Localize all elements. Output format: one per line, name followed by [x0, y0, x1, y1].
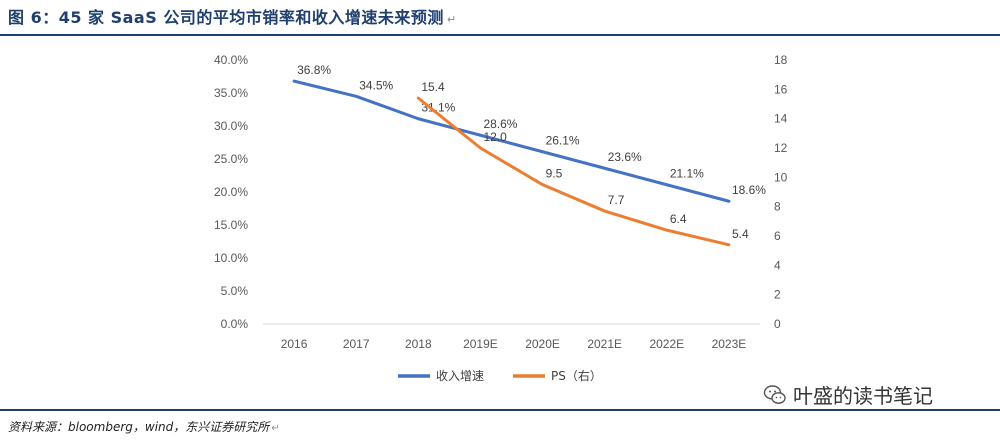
series-1-data-label: 18.6% [732, 183, 766, 197]
left-axis-tick-label: 40.0% [214, 53, 248, 67]
left-axis-tick-label: 10.0% [214, 251, 248, 265]
top-rule [0, 34, 1000, 36]
x-axis-tick-label: 2019E [463, 337, 498, 351]
left-axis-tick-label: 20.0% [214, 185, 248, 199]
series-1-point [603, 167, 606, 170]
series-2-data-label: 12.0 [483, 130, 507, 144]
source-paragraph-mark-icon: ↵ [271, 423, 280, 434]
series-1-data-label: 23.6% [608, 150, 642, 164]
series-1-data-label: 34.5% [359, 78, 393, 92]
legend-label-1: 收入增速 [436, 369, 484, 383]
series-1-data-label: 28.6% [483, 117, 517, 131]
series-1-point [479, 134, 482, 137]
right-axis-tick-label: 0 [774, 317, 781, 331]
series-1-point [293, 80, 296, 83]
x-axis-tick-label: 2021E [587, 337, 622, 351]
right-axis-tick-label: 10 [774, 170, 788, 184]
series-line-1 [292, 79, 731, 203]
bottom-rule [0, 409, 1000, 411]
right-axis-tick-label: 12 [774, 141, 788, 155]
right-axis-tick-label: 4 [774, 258, 781, 272]
series-2-point [727, 243, 730, 246]
left-axis-tick-label: 0.0% [221, 317, 249, 331]
series-2-point [603, 210, 606, 213]
series-1-data-label: 31.1% [421, 101, 455, 115]
series-2-point [417, 97, 420, 100]
right-axis-tick-label: 8 [774, 200, 781, 214]
right-axis-tick-label: 16 [774, 82, 788, 96]
series-2-point [479, 147, 482, 150]
series-line-2 [416, 96, 731, 247]
left-axis-tick-label: 15.0% [214, 218, 248, 232]
paragraph-mark-icon: ↵ [446, 13, 457, 26]
series-2-data-label: 5.4 [732, 227, 749, 241]
figure-title: 图 6：45 家 SaaS 公司的平均市销率和收入增速未来预测 ↵ [8, 4, 457, 28]
series-2-data-label: 9.5 [546, 167, 563, 181]
source-text: 资料来源：bloomberg，wind，东兴证券研究所 [8, 420, 270, 434]
series-1-data-label: 21.1% [670, 167, 704, 181]
x-axis-tick-label: 2016 [281, 337, 308, 351]
series-1-point [541, 150, 544, 153]
series-2-point [665, 229, 668, 232]
series-2-data-label: 6.4 [670, 212, 687, 226]
legend-label-2: PS（右） [551, 368, 602, 383]
x-axis-tick-label: 2020E [525, 337, 560, 351]
right-axis-tick-label: 14 [774, 112, 788, 126]
series-2-data-label: 15.4 [421, 80, 445, 94]
series-2-point [541, 183, 544, 186]
watermark: 叶盛的读书笔记 [763, 380, 933, 409]
series-1-point [355, 95, 358, 98]
wechat-icon [763, 384, 786, 404]
left-axis-tick-label: 5.0% [221, 284, 249, 298]
left-axis-tick-label: 25.0% [214, 152, 248, 166]
x-axis-tick-label: 2017 [343, 337, 370, 351]
series-1-point [665, 183, 668, 186]
x-axis-tick-label: 2023E [712, 337, 747, 351]
series-1-point [417, 117, 420, 120]
right-axis-tick-label: 6 [774, 229, 781, 243]
right-axis-tick-label: 18 [774, 53, 788, 67]
series-2-data-label: 7.7 [608, 193, 625, 207]
right-axis-tick-label: 2 [774, 288, 781, 302]
source-note: 资料来源：bloomberg，wind，东兴证券研究所 ↵ [8, 418, 280, 435]
watermark-text: 叶盛的读书笔记 [793, 384, 933, 408]
x-axis-tick-label: 2018 [405, 337, 432, 351]
series-1-data-label: 36.8% [297, 63, 331, 77]
series-1-point [727, 200, 730, 203]
left-axis-tick-label: 30.0% [214, 119, 248, 133]
left-axis-tick-label: 35.0% [214, 86, 248, 100]
figure-title-text: 图 6：45 家 SaaS 公司的平均市销率和收入增速未来预测 [8, 8, 444, 27]
x-axis-tick-label: 2022E [649, 337, 684, 351]
series-1-data-label: 26.1% [546, 134, 580, 148]
